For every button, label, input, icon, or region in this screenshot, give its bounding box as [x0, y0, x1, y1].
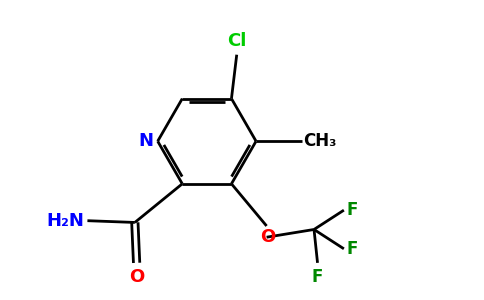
- Text: H₂N: H₂N: [47, 212, 85, 230]
- Text: N: N: [138, 132, 153, 150]
- Text: F: F: [347, 201, 358, 219]
- Text: O: O: [129, 268, 144, 286]
- Text: CH₃: CH₃: [303, 132, 337, 150]
- Text: O: O: [260, 228, 275, 246]
- Text: F: F: [312, 268, 323, 286]
- Text: F: F: [347, 240, 358, 258]
- Text: Cl: Cl: [227, 32, 246, 50]
